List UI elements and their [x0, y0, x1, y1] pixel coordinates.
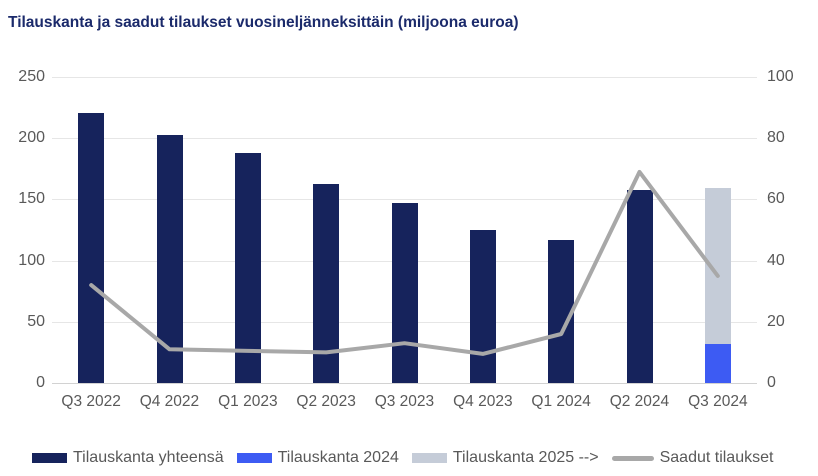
bar-q4-2022-tilauskanta-yhteens [156, 134, 183, 383]
legend-label-saadut-tilaukset: Saadut tilaukset [659, 449, 774, 466]
legend-item-tilauskanta-2025: Tilauskanta 2025 --> [411, 449, 599, 467]
right-axis-tick-60: 60 [767, 190, 785, 208]
left-axis-tick-200: 200 [18, 129, 45, 147]
x-axis-label-q1-2024: Q1 2024 [531, 393, 591, 410]
bar-q3-2024-tilauskanta-2025 [704, 188, 731, 344]
x-axis-label-q2-2023: Q2 2023 [296, 393, 356, 410]
bar-q2-2023-tilauskanta-yhteens [313, 183, 340, 383]
right-axis-tick-20: 20 [767, 312, 785, 330]
legend-swatch-tilauskanta-yhteens [32, 453, 67, 463]
plot-area [52, 77, 757, 384]
legend-item-tilauskanta-yhteens: Tilauskanta yhteensä [32, 449, 224, 467]
left-axis-tick-50: 50 [27, 312, 45, 330]
legend-label-tilauskanta-2025: Tilauskanta 2025 --> [452, 449, 599, 466]
left-axis-tick-150: 150 [18, 190, 45, 208]
bar-q3-2022-tilauskanta-yhteens [78, 112, 105, 383]
bar-q1-2023-tilauskanta-yhteens [234, 152, 261, 383]
x-axis-label-q4-2023: Q4 2023 [453, 393, 513, 410]
legend-swatch-saadut-tilaukset [611, 455, 654, 461]
right-axis-tick-100: 100 [767, 68, 794, 85]
legend-swatch-tilauskanta-2025 [411, 453, 447, 463]
bar-q3-2023-tilauskanta-yhteens [391, 203, 418, 383]
legend-label-tilauskanta-2024: Tilauskanta 2024 [277, 449, 399, 466]
left-axis-tick-0: 0 [36, 374, 45, 391]
legend-item-tilauskanta-2024: Tilauskanta 2024 [236, 449, 399, 467]
chart-title: Tilauskanta ja saadut tilaukset vuosinel… [8, 14, 519, 31]
right-axis-tick-80: 80 [767, 129, 785, 147]
x-axis-label-q3-2024: Q3 2024 [688, 393, 748, 410]
x-axis-label-q1-2023: Q1 2023 [218, 393, 278, 410]
x-axis-label-q3-2022: Q3 2022 [61, 393, 121, 410]
x-axis-line [52, 383, 757, 384]
bar-q3-2024-tilauskanta-2024 [704, 343, 731, 383]
legend-label-tilauskanta-yhteens: Tilauskanta yhteensä [73, 449, 224, 466]
legend-swatch-tilauskanta-2024 [236, 453, 272, 463]
gridline [52, 138, 757, 140]
x-axis-label-q4-2022: Q4 2022 [139, 393, 200, 410]
x-axis-label-q3-2023: Q3 2023 [374, 393, 435, 410]
bar-q4-2023-tilauskanta-yhteens [469, 230, 496, 383]
legend: Tilauskanta yhteensä Tilauskanta 2024 Tila… [32, 449, 773, 467]
x-axis-label-q2-2024: Q2 2024 [609, 393, 670, 410]
legend-item-saadut-tilaukset: Saadut tilaukset [611, 449, 774, 467]
left-axis-tick-100: 100 [18, 251, 45, 269]
bar-q1-2024-tilauskanta-yhteens [548, 239, 575, 383]
left-axis-tick-250: 250 [18, 68, 45, 85]
right-axis-tick-40: 40 [767, 251, 785, 269]
right-axis-tick-0: 0 [767, 374, 776, 391]
bar-q2-2024-tilauskanta-yhteens [626, 189, 653, 383]
gridline [52, 77, 757, 78]
